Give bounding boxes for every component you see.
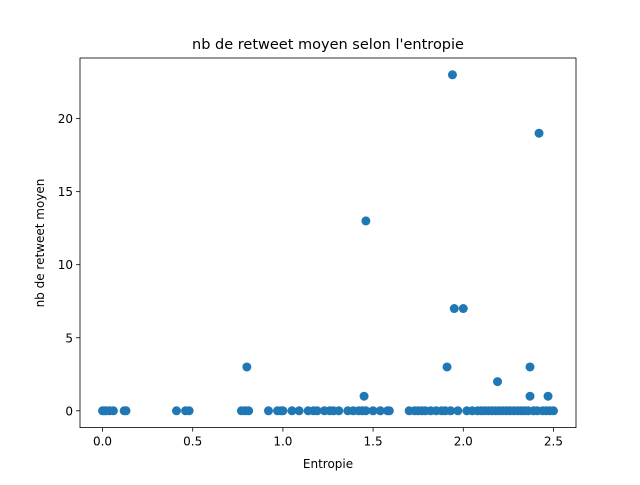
data-point — [361, 216, 371, 226]
data-point — [171, 406, 181, 416]
data-point — [493, 377, 503, 387]
data-point — [458, 304, 468, 314]
y-axis-ticks: 0 5 10 15 20 — [58, 112, 80, 418]
data-point — [548, 406, 558, 416]
y-tick-label: 20 — [58, 112, 73, 126]
data-point — [242, 362, 252, 372]
data-point — [184, 406, 194, 416]
data-point — [453, 406, 463, 416]
x-tick-label: 0.5 — [183, 435, 202, 449]
chart-title: nb de retweet moyen selon l'entropie — [192, 37, 464, 53]
data-point — [543, 391, 553, 401]
data-point — [442, 362, 452, 372]
x-axis-ticks: 0.0 0.5 1.0 1.5 2.0 2.5 — [93, 427, 563, 449]
y-tick-label: 5 — [65, 331, 73, 345]
x-tick-label: 2.5 — [544, 435, 563, 449]
x-tick-label: 1.0 — [273, 435, 292, 449]
y-tick-label: 15 — [58, 185, 73, 199]
data-point — [278, 406, 288, 416]
points-layer — [98, 70, 558, 416]
x-tick-label: 2.0 — [454, 435, 473, 449]
data-point — [368, 406, 378, 416]
data-point — [361, 406, 371, 416]
data-point — [263, 406, 273, 416]
data-point — [121, 406, 131, 416]
data-point — [534, 128, 544, 138]
data-point — [449, 304, 459, 314]
data-point — [287, 406, 297, 416]
data-point — [447, 70, 457, 80]
data-point — [359, 391, 369, 401]
data-point — [525, 391, 535, 401]
data-point — [244, 406, 254, 416]
x-tick-label: 0.0 — [93, 435, 112, 449]
data-point — [108, 406, 118, 416]
data-point — [312, 406, 322, 416]
data-point — [375, 406, 385, 416]
x-tick-label: 1.5 — [364, 435, 383, 449]
plot-frame — [79, 57, 577, 429]
y-tick-label: 0 — [65, 404, 73, 418]
data-point — [334, 406, 344, 416]
data-point — [446, 406, 456, 416]
data-point — [384, 406, 394, 416]
y-tick-label: 10 — [58, 258, 73, 272]
y-axis-label: nb de retweet moyen — [33, 179, 47, 308]
data-point — [294, 406, 304, 416]
x-axis-label: Entropie — [303, 457, 353, 471]
data-point — [525, 362, 535, 372]
